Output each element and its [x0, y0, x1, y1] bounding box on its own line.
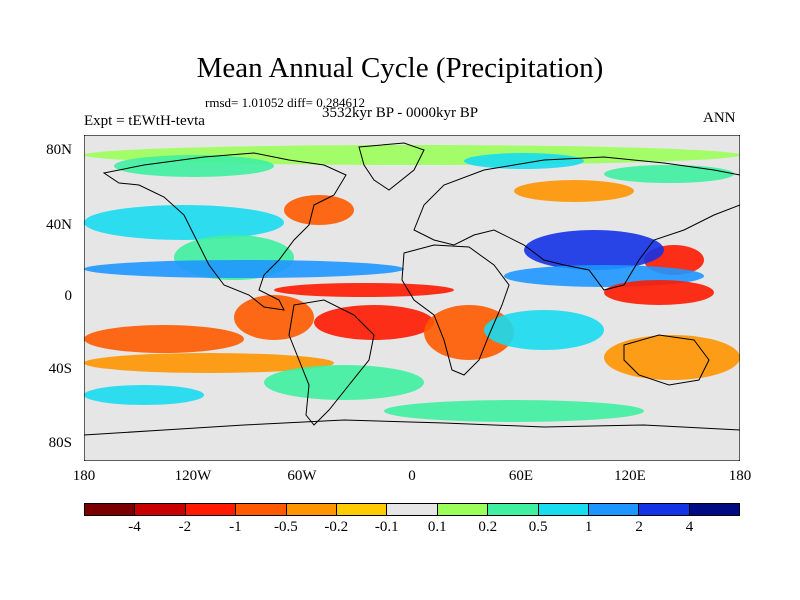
- colorbar-label: -0.2: [324, 519, 349, 535]
- anomaly-patch: [314, 305, 434, 340]
- colorbar-box-11: [639, 504, 690, 515]
- anomaly-patch: [604, 280, 714, 305]
- lon-tick-180e: 180: [728, 468, 752, 484]
- south-america-outline: [288, 299, 375, 426]
- lon-tick-180w: 180: [72, 468, 96, 484]
- colorbar-label: 0.2: [478, 519, 498, 535]
- lat-tick-80n: 80N: [46, 142, 72, 158]
- colorbar-label: -1: [229, 519, 242, 535]
- anomaly-patch: [84, 205, 284, 240]
- colorbar-label: -0.1: [374, 519, 399, 535]
- colorbar-box-1: [135, 504, 186, 515]
- colorbar-box-6: [387, 504, 438, 515]
- statistics-text: rmsd= 1.01052 diff= 0.284612: [205, 95, 365, 110]
- anomaly-patch: [464, 153, 584, 169]
- colorbar-box-9: [538, 504, 589, 515]
- colorbar-label: -2: [178, 519, 192, 535]
- anomaly-patch: [84, 385, 204, 405]
- anomaly-patch: [84, 325, 244, 353]
- lon-tick-60w: 60W: [287, 468, 317, 484]
- colorbar-label: -4: [128, 519, 141, 535]
- colorbar-label: 0.1: [427, 519, 447, 535]
- anomaly-patch: [484, 310, 604, 350]
- anomaly-patch: [524, 230, 664, 270]
- australia-outline: [623, 334, 710, 386]
- anomaly-patch: [234, 295, 314, 340]
- eurasia-outline: [413, 156, 740, 291]
- lat-tick-0: 0: [64, 288, 73, 304]
- anomaly-patch: [84, 260, 404, 278]
- colorbar-box-5: [336, 504, 388, 515]
- colorbar-box-4: [286, 504, 337, 515]
- north-america-outline: [102, 152, 347, 311]
- colorbar-box-8: [488, 504, 539, 515]
- colorbar-box-3: [236, 504, 287, 515]
- africa-outline: [401, 244, 510, 376]
- continent-outlines: [84, 142, 740, 436]
- colorbar-label: 1: [584, 519, 593, 535]
- chart-title: Mean Annual Cycle (Precipitation): [196, 52, 604, 84]
- anomaly-patch: [604, 165, 734, 183]
- anomaly-patch: [84, 353, 334, 373]
- colorbar-box-7: [437, 504, 489, 515]
- colorbar-label: 4: [685, 519, 694, 535]
- anomaly-patch: [384, 400, 644, 422]
- antarctica-outline: [84, 419, 740, 436]
- colorbar-box-0: [85, 504, 136, 515]
- lon-tick-0: 0: [408, 468, 416, 484]
- anomaly-patch: [264, 365, 424, 400]
- colorbar-label: -0.5: [273, 519, 298, 535]
- experiment-label: Expt = tEWtH-tevta: [84, 113, 205, 129]
- anomaly-patch: [114, 155, 274, 177]
- precipitation-anomaly-fields: [84, 145, 740, 422]
- anomaly-patch: [424, 305, 514, 360]
- lon-tick-120e: 120E: [614, 468, 646, 484]
- anomaly-patch: [274, 283, 454, 297]
- lat-tick-40s: 40S: [48, 361, 72, 377]
- greenland-outline: [358, 142, 425, 191]
- lat-tick-80s: 80S: [48, 435, 72, 451]
- lat-tick-40n: 40N: [46, 217, 72, 233]
- period-label: 3532kyr BP - 0000kyr BP: [322, 105, 479, 121]
- colorbar-box-2: [185, 504, 237, 515]
- lon-tick-120w: 120W: [174, 468, 212, 484]
- colorbar: [84, 503, 740, 516]
- anomaly-patch: [284, 195, 354, 225]
- anomaly-patch: [514, 180, 634, 202]
- lon-tick-60e: 60E: [508, 468, 534, 484]
- colorbar-label: 0.5: [528, 519, 548, 535]
- colorbar-box-10: [588, 504, 640, 515]
- precipitation-map: [84, 135, 740, 461]
- colorbar-box-12: [689, 504, 740, 515]
- anomaly-patch: [604, 335, 740, 380]
- colorbar-label: 2: [635, 519, 643, 535]
- season-label: ANN: [703, 110, 736, 126]
